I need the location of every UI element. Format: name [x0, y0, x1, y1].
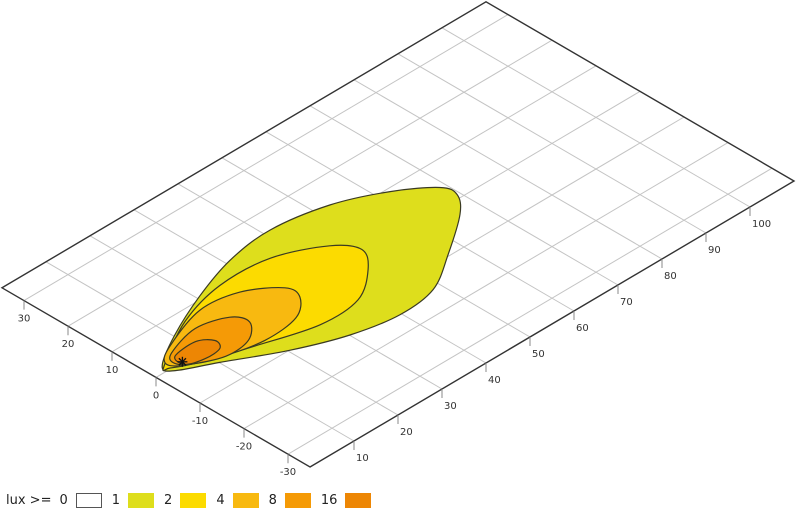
y-tick-label: 20: [62, 339, 75, 350]
legend-item-1: 1: [111, 492, 155, 508]
legend-item-0: 0: [59, 492, 102, 508]
x-tick-label: 40: [488, 375, 501, 386]
y-tick-label: -10: [192, 416, 208, 427]
legend-prefix: lux >=: [6, 492, 52, 508]
grid-line-y: [67, 39, 553, 327]
legend-item-label: 2: [164, 492, 173, 508]
grid-line-y: [23, 14, 509, 302]
legend-item-label: 16: [320, 492, 338, 508]
legend-swatch: [128, 492, 155, 508]
x-tick-label: 30: [444, 401, 457, 412]
grid-line-y: [287, 167, 773, 455]
y-tick-label: -30: [280, 467, 296, 478]
x-tick-label: 20: [400, 427, 413, 438]
x-tick-label: 80: [664, 271, 677, 282]
legend-item-label: 0: [59, 492, 68, 508]
legend-swatch: [232, 492, 259, 508]
x-tick-label: 70: [620, 297, 633, 308]
x-tick-label: 90: [708, 245, 721, 256]
lamp-star-stroke: [178, 357, 187, 366]
legend-swatch: [284, 492, 311, 508]
legend-item-label: 8: [268, 492, 277, 508]
legend-item-2: 2: [164, 492, 207, 508]
isolux-contours: [161, 186, 462, 372]
lamp-star-icon: [177, 356, 188, 367]
legend-swatch: [345, 492, 372, 508]
legend-swatch: [75, 492, 102, 508]
legend: lux >= 0 1 2 4 8 16: [6, 489, 381, 511]
plot-frame: [0, 0, 796, 468]
legend-swatch: [180, 492, 207, 508]
legend-item-4: 4: [216, 492, 259, 508]
y-tick-label: -20: [236, 442, 252, 453]
x-tick-label: 60: [576, 323, 589, 334]
grid-line-y: [243, 142, 729, 430]
y-tick-label: 0: [153, 390, 159, 401]
legend-item-label: 1: [111, 492, 121, 508]
legend-item-16: 16: [320, 492, 372, 508]
x-tick-label: 100: [752, 219, 771, 230]
legend-item-label: 4: [216, 492, 225, 508]
y-tick-label: 10: [106, 365, 119, 376]
legend-item-8: 8: [268, 492, 311, 508]
y-tick-label: 30: [18, 314, 31, 325]
legend-items: 0 1 2 4 8 16: [59, 492, 381, 508]
plot-border: [0, 0, 796, 468]
x-tick-label: 10: [356, 453, 369, 464]
x-tick-label: 50: [532, 349, 545, 360]
